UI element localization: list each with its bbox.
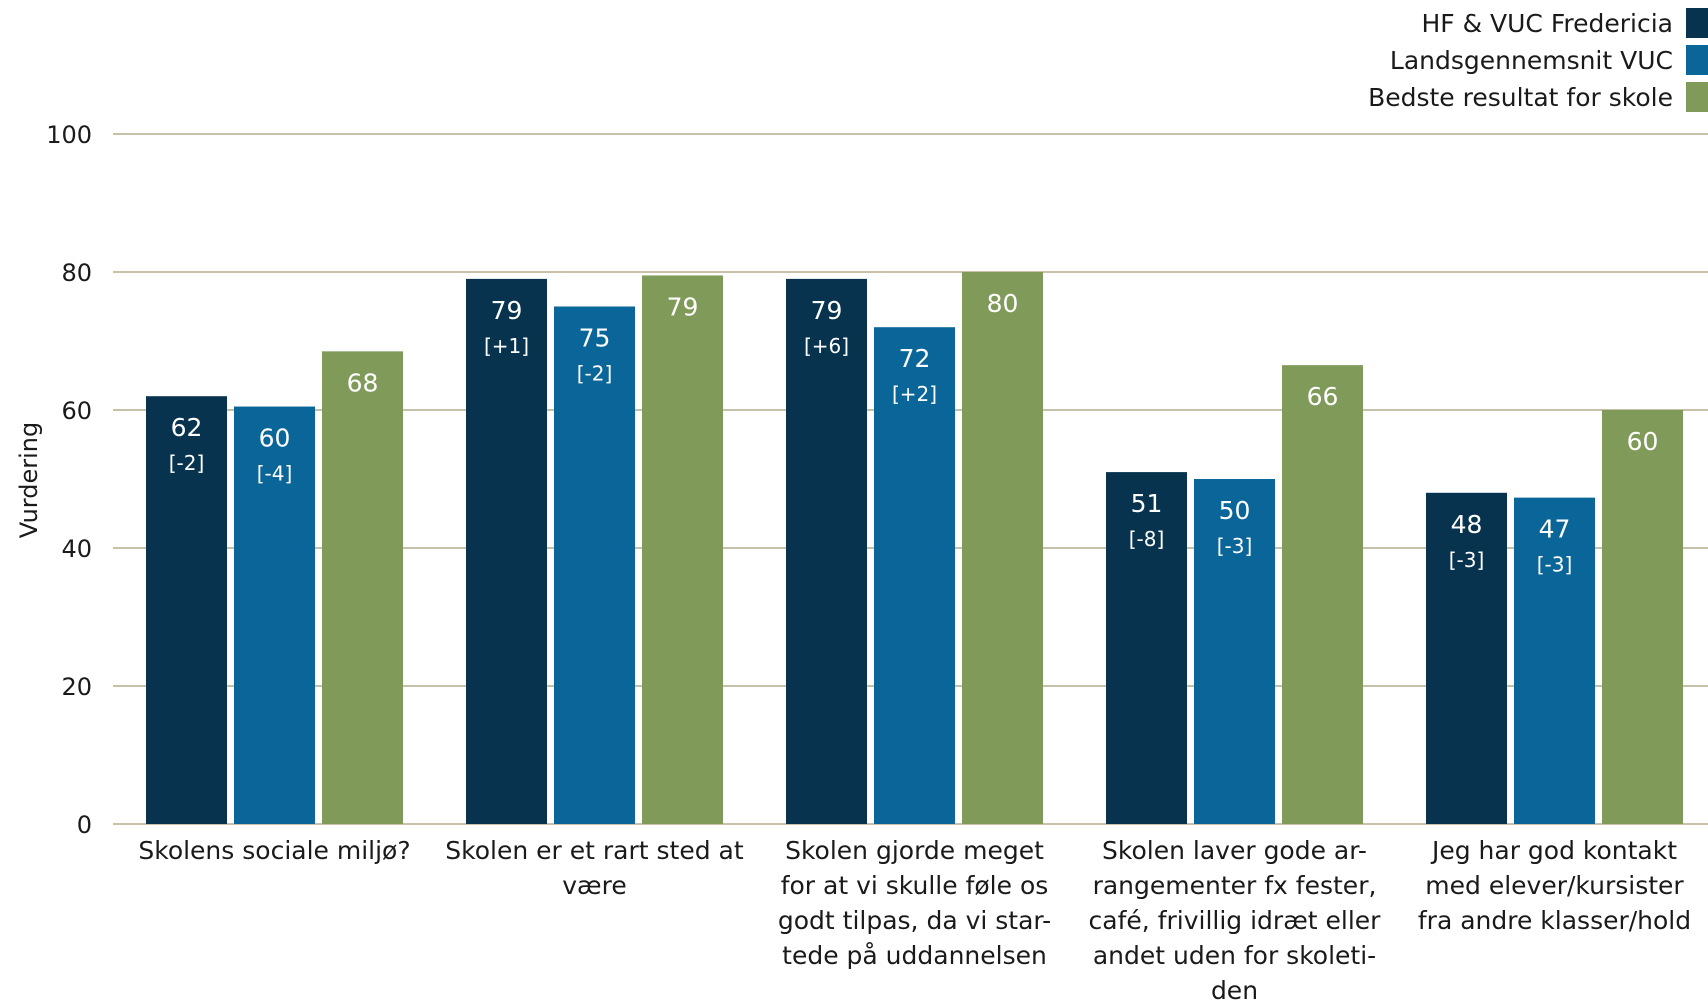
bar <box>1106 472 1187 824</box>
bar-diff-label: [+6] <box>804 334 849 358</box>
bar-value-label: 79 <box>667 292 699 321</box>
bar <box>1514 497 1595 824</box>
legend: HF & VUC Fredericia Landsgennemsnit VUC Be… <box>1368 8 1708 112</box>
bar-value-label: 66 <box>1307 382 1339 411</box>
bar <box>962 272 1043 824</box>
bar-diff-label: [-3] <box>1449 548 1485 572</box>
bar-value-label: 60 <box>1627 427 1659 456</box>
bar-value-label: 47 <box>1539 515 1571 544</box>
bar-diff-label: [-3] <box>1217 534 1253 558</box>
y-tick-label: 100 <box>46 121 92 149</box>
bar-diff-label: [-2] <box>169 451 205 475</box>
bar-diff-label: [-4] <box>257 462 293 486</box>
bar-value-label: 48 <box>1451 510 1483 539</box>
bar-value-label: 80 <box>987 289 1019 318</box>
legend-swatch <box>1686 45 1708 75</box>
legend-label: HF & VUC Fredericia <box>1421 9 1673 38</box>
y-tick-label: 40 <box>61 535 92 563</box>
bar-value-label: 50 <box>1219 496 1251 525</box>
x-category-label: tede på uddannelsen <box>782 941 1047 970</box>
bar-value-label: 72 <box>899 344 931 373</box>
y-axis-ticks: 0 20 40 60 80 100 <box>46 121 92 839</box>
x-category-label: for at vi skulle føle os <box>781 871 1049 900</box>
x-category-label: Skolen gjorde meget <box>785 836 1044 865</box>
bar-value-label: 62 <box>171 413 203 442</box>
legend-label: Landsgennemsnit VUC <box>1390 46 1673 75</box>
bar-value-label: 75 <box>579 324 611 353</box>
bar <box>874 327 955 824</box>
y-tick-label: 20 <box>61 673 92 701</box>
x-category-label: være <box>562 871 626 900</box>
y-tick-label: 0 <box>77 811 92 839</box>
x-category-label: fra andre klasser/hold <box>1418 906 1691 935</box>
x-category-label: Jeg har god kontakt <box>1430 836 1677 865</box>
x-category-label: med elever/kursister <box>1425 871 1684 900</box>
bar <box>1194 479 1275 824</box>
x-category-label: rangementer fx fester, <box>1093 871 1377 900</box>
y-axis-label: Vurdering <box>15 422 43 538</box>
x-category-label: Skolen laver gode ar- <box>1102 836 1367 865</box>
x-category-label: Skolens sociale miljø? <box>138 836 410 865</box>
legend-label: Bedste resultat for skole <box>1368 83 1673 112</box>
x-category-label: café, frivillig idræt eller <box>1089 906 1382 935</box>
bar <box>786 278 867 824</box>
bar-value-label: 68 <box>347 368 379 397</box>
bar <box>234 406 315 824</box>
x-category-label: den <box>1211 976 1258 1005</box>
bar-diff-label: [-3] <box>1537 553 1573 577</box>
bar <box>1602 410 1683 824</box>
bar-diff-label: [+1] <box>484 334 529 358</box>
bar-value-label: 60 <box>259 424 291 453</box>
x-category-label: andet uden for skoleti- <box>1093 941 1376 970</box>
y-tick-label: 60 <box>61 397 92 425</box>
bar <box>322 351 403 824</box>
bar <box>466 278 547 824</box>
bar <box>146 396 227 824</box>
bar-value-label: 51 <box>1131 489 1163 518</box>
bar-diff-label: [+2] <box>892 382 937 406</box>
y-tick-label: 80 <box>61 259 92 287</box>
bar-value-label: 79 <box>491 296 523 325</box>
bar-series: 62 [-2] 79 [+1] 79 [+6] 51 [-8] 48 [-3] 60 [-4] 75 [-… <box>146 272 1683 824</box>
legend-swatch <box>1686 8 1708 38</box>
bar-diff-label: [-8] <box>1129 527 1165 551</box>
x-axis-category-labels: Skolens sociale miljø? Skolen er et rart … <box>138 836 1691 1005</box>
bar-diff-label: [-2] <box>577 362 613 386</box>
x-category-label: godt tilpas, da vi star- <box>778 906 1051 935</box>
legend-swatch <box>1686 82 1708 112</box>
bar-value-label: 79 <box>811 296 843 325</box>
x-category-label: Skolen er et rart sted at <box>445 836 744 865</box>
bar <box>642 275 723 824</box>
bar <box>1282 365 1363 824</box>
bar <box>554 306 635 824</box>
bar <box>1426 492 1507 824</box>
